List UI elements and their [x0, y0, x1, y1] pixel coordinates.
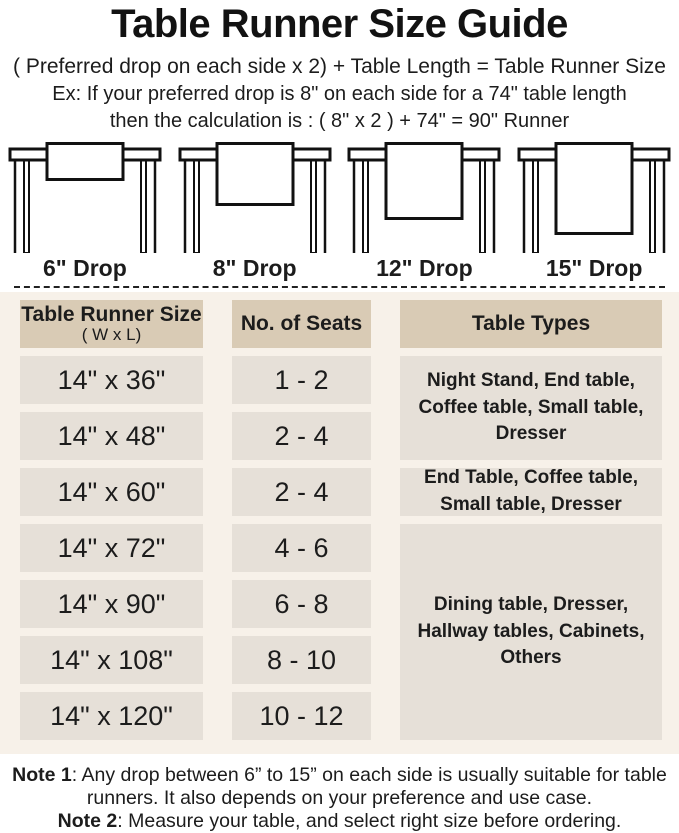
drop-illustration-8 — [170, 141, 340, 253]
seats-cell: 2 - 4 — [232, 468, 371, 516]
note-1-text: : Any drop between 6” to 15” on each sid… — [71, 764, 667, 809]
notes: Note 1: Any drop between 6” to 15” on ea… — [0, 764, 679, 833]
runner-rect — [554, 142, 634, 235]
runner-rect — [45, 142, 125, 181]
page-title: Table Runner Size Guide — [111, 2, 568, 46]
runner-size-cell: 14" x 90" — [20, 580, 203, 628]
table-types-cell: Night Stand, End table, Coffee table, Sm… — [400, 356, 662, 460]
seats-cell: 6 - 8 — [232, 580, 371, 628]
note-2: Note 2: Measure your table, and select r… — [2, 810, 677, 833]
example-line-2: then the calculation is : ( 8" x 2 ) + 7… — [109, 110, 570, 132]
table-leg — [649, 157, 657, 253]
drop-illustration-6 — [0, 141, 170, 253]
column-header-subtitle: ( W x L) — [81, 325, 142, 345]
runner-size-cell: 14" x 60" — [20, 468, 203, 516]
table-types-cell: Dining table, Dresser, Hallway tables, C… — [400, 524, 662, 740]
table-leg — [22, 157, 30, 253]
table-runner-diagram-icon — [8, 142, 162, 253]
runner-size-cell: 14" x 120" — [20, 692, 203, 740]
note-2-label: Note 2 — [57, 810, 118, 832]
column-header-title: Table Runner Size — [21, 303, 202, 327]
table-leg — [362, 157, 370, 253]
drop-label: 6" Drop — [43, 255, 127, 281]
seats-cell: 10 - 12 — [232, 692, 371, 740]
drop-illustration-15 — [509, 141, 679, 253]
runner-size-cell: 14" x 36" — [20, 356, 203, 404]
table-runner-diagram-icon — [347, 142, 501, 253]
seats-cell: 8 - 10 — [232, 636, 371, 684]
drop-illustration-12 — [340, 141, 510, 253]
table-runner-diagram-icon — [178, 142, 332, 253]
note-1-label: Note 1 — [12, 764, 72, 786]
drop-label: 12" Drop — [376, 255, 473, 281]
note-1: Note 1: Any drop between 6” to 15” on ea… — [2, 764, 677, 810]
seats-cell: 4 - 6 — [232, 524, 371, 572]
table-leg — [192, 157, 200, 253]
seats-cell: 1 - 2 — [232, 356, 371, 404]
table-leg — [139, 157, 147, 253]
drop-label: 8" Drop — [212, 255, 297, 281]
drop-illustrations — [0, 141, 679, 253]
drop-labels: 6" Drop 8" Drop 12" Drop 15" Drop — [0, 255, 679, 282]
column-header-seats: No. of Seats — [232, 300, 371, 348]
size-table-panel: Table Runner Size ( W x L) No. of Seats … — [0, 292, 679, 754]
runner-size-cell: 14" x 48" — [20, 412, 203, 460]
table-leg — [479, 157, 487, 253]
runner-rect — [215, 142, 295, 206]
seats-cell: 2 - 4 — [232, 412, 371, 460]
table-runner-diagram-icon — [517, 142, 671, 253]
runner-rect — [384, 142, 464, 220]
column-header-runner-size: Table Runner Size ( W x L) — [20, 300, 203, 348]
table-leg — [309, 157, 317, 253]
example-line-1: Ex: If your preferred drop is 8" on each… — [52, 83, 627, 105]
note-2-text: : Measure your table, and select right s… — [117, 810, 622, 832]
formula-text: ( Preferred drop on each side x 2) + Tab… — [13, 55, 666, 78]
runner-size-cell: 14" x 72" — [20, 524, 203, 572]
column-header-table-types: Table Types — [400, 300, 662, 348]
table-types-cell: End Table, Coffee table, Small table, Dr… — [400, 467, 662, 516]
table-leg — [532, 157, 540, 253]
dashed-divider — [14, 286, 665, 288]
drop-label: 15" Drop — [545, 255, 643, 281]
runner-size-cell: 14" x 108" — [20, 636, 203, 684]
size-table: Table Runner Size ( W x L) No. of Seats … — [20, 300, 679, 740]
